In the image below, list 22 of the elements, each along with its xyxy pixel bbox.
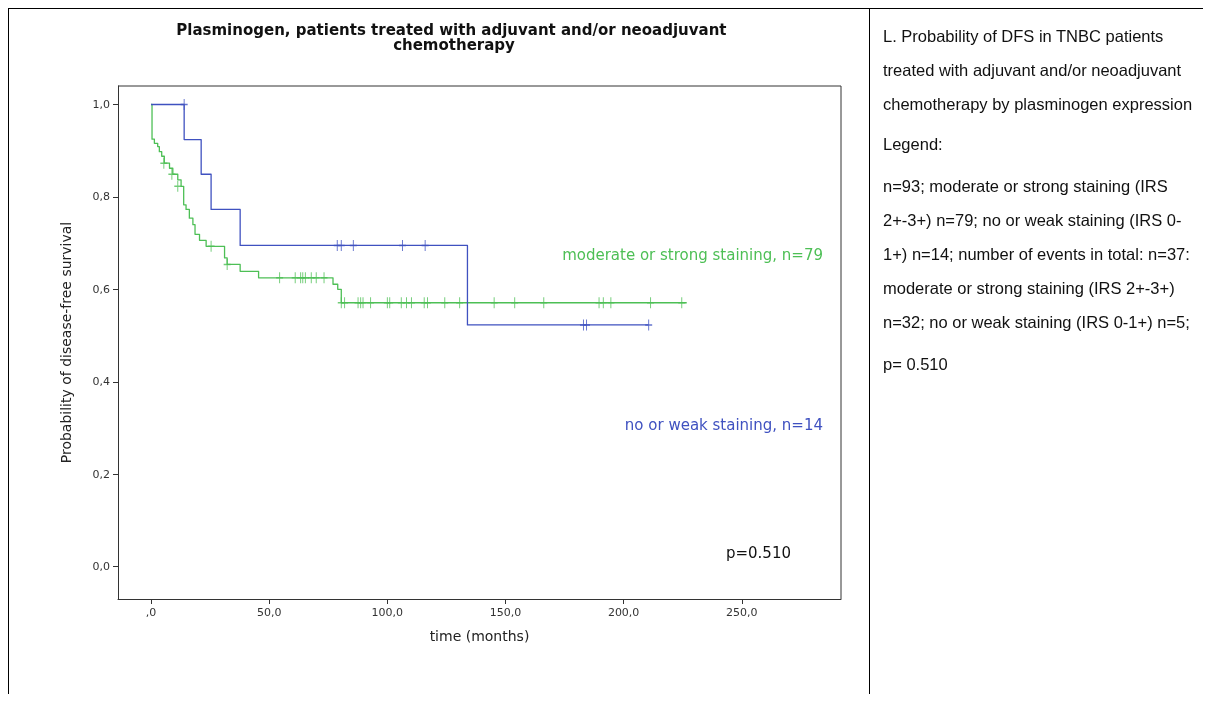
- text: Legend:: [883, 134, 944, 155]
- x-tick-label: ,0: [145, 606, 157, 619]
- y-tick-label: 1,0: [92, 97, 110, 111]
- y-tick-label: 0,4: [92, 375, 110, 389]
- x-tick-label: 200,0: [607, 606, 640, 619]
- x-axis-title: time (months): [429, 628, 530, 644]
- y-tick-label: 0,0: [92, 560, 110, 574]
- annotation: p=0.510: [725, 544, 791, 562]
- y-tick-label: 0,2: [92, 467, 110, 481]
- chart-title: Plasminogen, patients treated with adjuvant and/or neoadjuvant chemotherapy: [176, 20, 732, 54]
- x-tick-label: 150,0: [489, 606, 522, 619]
- x-tick-label: 100,0: [371, 606, 404, 619]
- text: moderate or strong staining, n=79: [562, 245, 823, 264]
- y-tick-label: 0,6: [92, 282, 110, 296]
- text: n=93; moderate or strong staining (IRS 2+-3+) n=79; no or weak staining (IRS 0-1+) n=14; number of events in total: n=37: moderate or strong staining (IRS 2+-3+) n=32; no or weak staining (IRS 0-1+) n=5;: [883, 176, 1191, 333]
- y-axis-title: Probability of disease-free survival: [58, 221, 74, 464]
- text: no or weak staining, n=14: [624, 415, 823, 434]
- text: p= 0.510: [883, 354, 949, 375]
- y-tick-label: 0,8: [92, 190, 110, 204]
- x-tick-label: 50,0: [256, 606, 282, 619]
- x-tick-label: 250,0: [726, 606, 758, 619]
- text: L. Probability of DFS in TNBC patients treated with adjuvant and/or neoadjuvant chemotherapy by plasminogen expression: [883, 26, 1193, 115]
